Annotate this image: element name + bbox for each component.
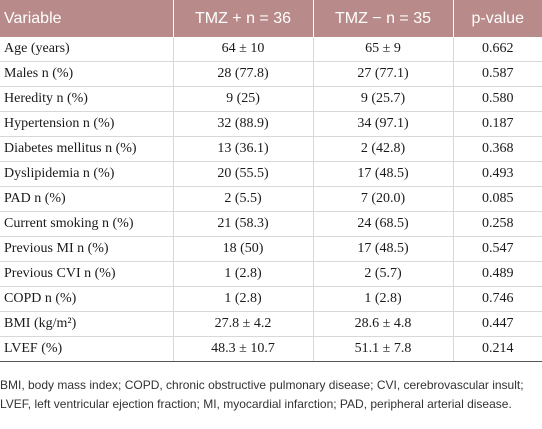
cell-tmz-minus: 27 (77.1)	[313, 61, 454, 87]
cell-tmz-minus: 34 (97.1)	[313, 111, 454, 137]
cell-tmz-plus: 20 (55.5)	[173, 161, 314, 187]
cell-variable: Previous MI n (%)	[0, 236, 174, 262]
cell-variable: Diabetes mellitus n (%)	[0, 136, 174, 162]
cell-variable: Current smoking n (%)	[0, 211, 174, 237]
baseline-characteristics-table: Variable TMZ + n = 36 TMZ − n = 35 p-val…	[0, 0, 542, 362]
cell-variable: Previous CVI n (%)	[0, 261, 174, 287]
table-header-row: Variable TMZ + n = 36 TMZ − n = 35 p-val…	[0, 0, 542, 37]
table-row: Previous CVI n (%) 1 (2.8) 2 (5.7) 0.489	[0, 261, 542, 287]
cell-variable: LVEF (%)	[0, 336, 174, 362]
cell-tmz-minus: 2 (5.7)	[313, 261, 454, 287]
cell-tmz-minus: 2 (42.8)	[313, 136, 454, 162]
cell-tmz-minus: 24 (68.5)	[313, 211, 454, 237]
cell-tmz-minus: 17 (48.5)	[313, 236, 454, 262]
table-row: COPD n (%) 1 (2.8) 1 (2.8) 0.746	[0, 286, 542, 312]
cell-tmz-plus: 18 (50)	[173, 236, 314, 262]
cell-p-value: 0.547	[453, 236, 542, 262]
cell-tmz-minus: 9 (25.7)	[313, 86, 454, 112]
cell-variable: Males n (%)	[0, 61, 174, 87]
cell-tmz-plus: 64 ± 10	[173, 37, 314, 62]
cell-tmz-plus: 1 (2.8)	[173, 261, 314, 287]
cell-p-value: 0.746	[453, 286, 542, 312]
table-row: LVEF (%) 48.3 ± 10.7 51.1 ± 7.8 0.214	[0, 336, 542, 362]
cell-tmz-plus: 48.3 ± 10.7	[173, 336, 314, 362]
cell-tmz-minus: 1 (2.8)	[313, 286, 454, 312]
table-row: Hypertension n (%) 32 (88.9) 34 (97.1) 0…	[0, 111, 542, 137]
table-row: BMI (kg/m²) 27.8 ± 4.2 28.6 ± 4.8 0.447	[0, 311, 542, 337]
table-row: Dyslipidemia n (%) 20 (55.5) 17 (48.5) 0…	[0, 161, 542, 187]
cell-p-value: 0.258	[453, 211, 542, 237]
cell-variable: COPD n (%)	[0, 286, 174, 312]
cell-variable: Dyslipidemia n (%)	[0, 161, 174, 187]
cell-p-value: 0.493	[453, 161, 542, 187]
cell-tmz-plus: 1 (2.8)	[173, 286, 314, 312]
header-tmz-minus: TMZ − n = 35	[313, 0, 454, 37]
table-row: Age (years) 64 ± 10 65 ± 9 0.662	[0, 37, 542, 62]
header-tmz-plus: TMZ + n = 36	[173, 0, 314, 37]
header-p-value: p-value	[453, 0, 542, 37]
cell-variable: Hypertension n (%)	[0, 111, 174, 137]
cell-variable: Heredity n (%)	[0, 86, 174, 112]
table-row: Heredity n (%) 9 (25) 9 (25.7) 0.580	[0, 86, 542, 112]
cell-variable: Age (years)	[0, 37, 174, 62]
cell-p-value: 0.587	[453, 61, 542, 87]
table-row: Previous MI n (%) 18 (50) 17 (48.5) 0.54…	[0, 236, 542, 262]
cell-tmz-minus: 65 ± 9	[313, 37, 454, 62]
cell-p-value: 0.662	[453, 37, 542, 62]
cell-variable: PAD n (%)	[0, 186, 174, 212]
table-row: Diabetes mellitus n (%) 13 (36.1) 2 (42.…	[0, 136, 542, 162]
cell-tmz-plus: 27.8 ± 4.2	[173, 311, 314, 337]
cell-tmz-plus: 21 (58.3)	[173, 211, 314, 237]
cell-tmz-plus: 13 (36.1)	[173, 136, 314, 162]
cell-tmz-minus: 51.1 ± 7.8	[313, 336, 454, 362]
cell-p-value: 0.187	[453, 111, 542, 137]
cell-tmz-plus: 28 (77.8)	[173, 61, 314, 87]
cell-tmz-minus: 28.6 ± 4.8	[313, 311, 454, 337]
table-row: PAD n (%) 2 (5.5) 7 (20.0) 0.085	[0, 186, 542, 212]
cell-tmz-minus: 7 (20.0)	[313, 186, 454, 212]
table-row: Current smoking n (%) 21 (58.3) 24 (68.5…	[0, 211, 542, 237]
table-footnote: BMI, body mass index; COPD, chronic obst…	[0, 378, 524, 411]
cell-tmz-plus: 32 (88.9)	[173, 111, 314, 137]
cell-p-value: 0.368	[453, 136, 542, 162]
cell-tmz-minus: 17 (48.5)	[313, 161, 454, 187]
cell-p-value: 0.489	[453, 261, 542, 287]
cell-tmz-plus: 2 (5.5)	[173, 186, 314, 212]
cell-tmz-plus: 9 (25)	[173, 86, 314, 112]
cell-p-value: 0.085	[453, 186, 542, 212]
cell-p-value: 0.214	[453, 336, 542, 362]
table-row: Males n (%) 28 (77.8) 27 (77.1) 0.587	[0, 61, 542, 87]
cell-variable: BMI (kg/m²)	[0, 311, 174, 337]
cell-p-value: 0.447	[453, 311, 542, 337]
header-variable: Variable	[0, 0, 174, 37]
cell-p-value: 0.580	[453, 86, 542, 112]
